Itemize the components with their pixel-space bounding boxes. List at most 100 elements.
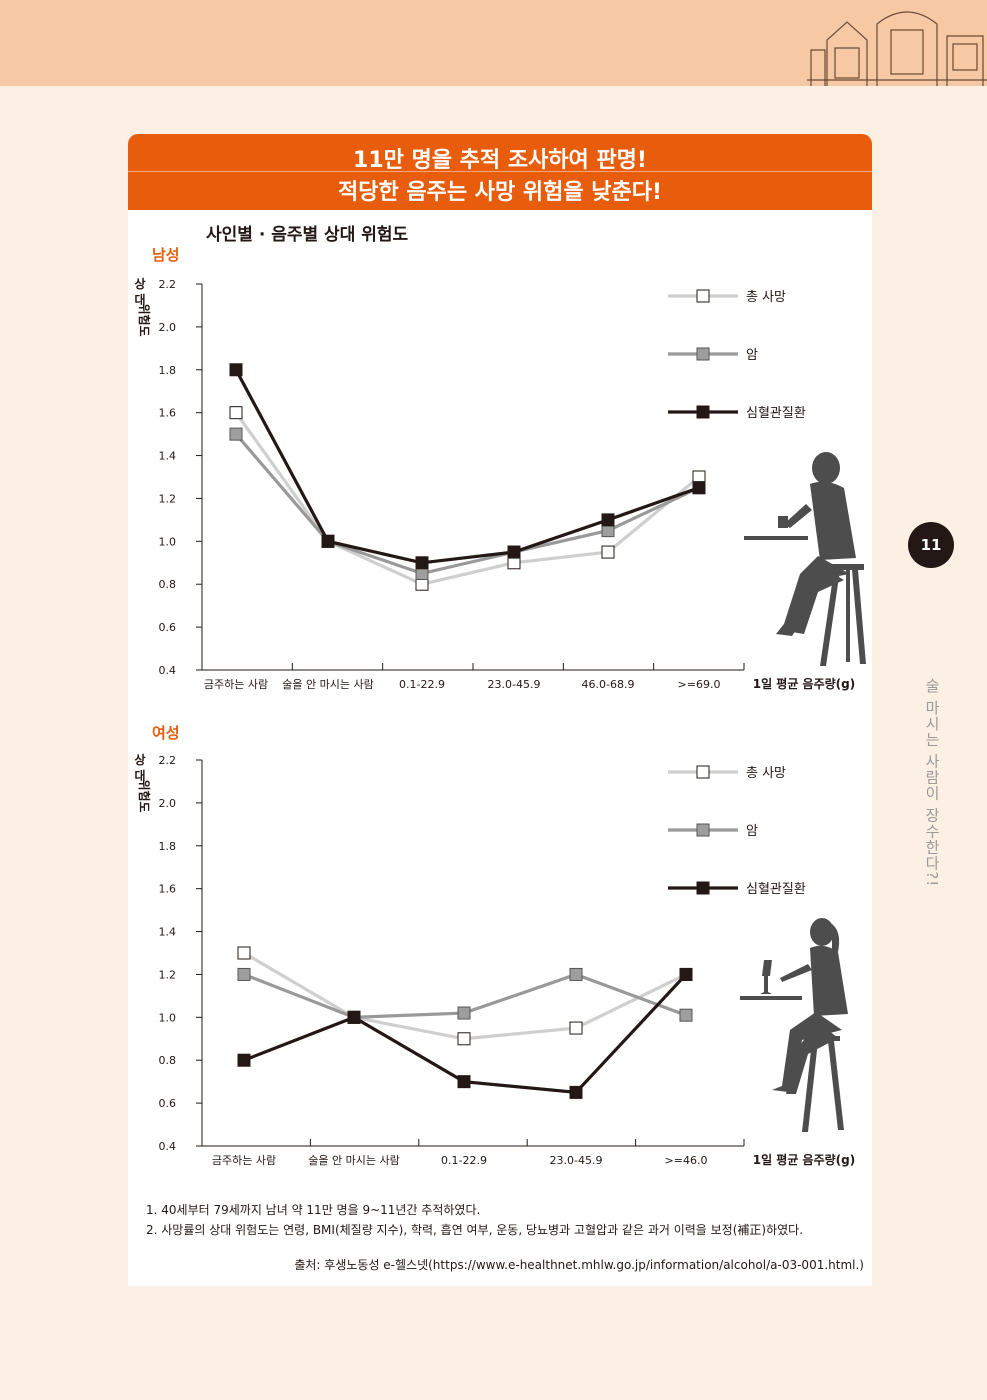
legend-label: 심혈관질환 (746, 406, 806, 421)
woman-sitting-icon (740, 918, 848, 1132)
y-tick-label: 0.8 (159, 578, 177, 591)
legend-label: 총 사망 (746, 766, 786, 781)
series-line-1 (234, 411, 701, 586)
data-point (569, 1085, 583, 1099)
headline-line-2: 적당한 음주는 사망 위험을 낮춘다! (337, 180, 663, 205)
x-tick-label: 금주하는 사람 (212, 1153, 276, 1167)
female-panel-label: 여성 (152, 724, 180, 742)
svg-text:대: 대 (134, 769, 145, 783)
x-axis-label: 1일 평균 음주량(g) (753, 676, 856, 691)
chapter-side-title: 술 마시는 사람이 장수한다?! (923, 678, 941, 888)
x-axis-label: 1일 평균 음주량(g) (753, 1152, 856, 1167)
svg-text:위험도: 위험도 (137, 303, 152, 336)
data-point (415, 567, 429, 580)
headline-line-1: 11만 명을 추적 조사하여 판명! (353, 148, 647, 173)
data-point (692, 481, 706, 495)
y-tick-label: 1.2 (159, 968, 177, 981)
man-sitting-icon (744, 452, 866, 666)
data-point (229, 363, 243, 377)
y-tick-label: 1.0 (159, 1011, 177, 1024)
y-tick-label: 1.6 (159, 407, 177, 420)
y-axis-label: 상대 위험도 (134, 752, 152, 813)
x-tick-label: >=69.0 (678, 678, 721, 691)
y-tick-label: 1.0 (159, 535, 177, 548)
svg-text:상: 상 (134, 752, 145, 767)
x-tick-label: 0.1-22.9 (399, 678, 445, 691)
data-point (457, 1032, 471, 1046)
x-tick-label: 술을 안 마시는 사람 (308, 1154, 399, 1167)
y-tick-label: 1.6 (159, 883, 177, 896)
footnotes: 1. 40세부터 79세까지 남녀 약 11만 명을 9~11년간 추적하였다.… (146, 1200, 803, 1240)
y-tick-label: 0.6 (159, 1097, 177, 1110)
male-risk-chart: 0.4 0.6 0.8 1.0 1.2 1.4 1.6 1.8 2.0 2.2 상대 위험도금주하는… (134, 276, 856, 691)
data-point (601, 524, 615, 538)
data-point (601, 513, 615, 527)
series-line-2 (234, 433, 700, 576)
y-tick-label: 1.8 (159, 364, 177, 377)
y-tick-label: 1.4 (159, 926, 177, 939)
legend-label: 암 (746, 348, 758, 363)
data-point (321, 534, 335, 548)
data-point (237, 1053, 251, 1067)
y-tick-label: 0.8 (159, 1054, 177, 1067)
data-point (457, 1006, 471, 1020)
page-number-badge: 11 (908, 522, 954, 568)
y-tick-label: 0.4 (159, 1140, 177, 1153)
y-tick-label: 2.2 (159, 278, 177, 291)
data-point (507, 545, 521, 559)
building-illustration (807, 11, 987, 86)
chart-title: 사인별 · 음주별 상대 위험도 (206, 225, 409, 245)
y-tick-label: 0.4 (159, 664, 177, 677)
source-citation: 출처: 후생노동성 e-헬스넷(https://www.e-healthnet.… (294, 1258, 864, 1272)
data-point (229, 406, 243, 420)
footnote-1: 1. 40세부터 79세까지 남녀 약 11만 명을 9~11년간 추적하였다. (146, 1203, 481, 1217)
footnote-2: 2. 사망률의 상대 위험도는 연령, BMI(체질량 지수), 학력, 흡연 … (146, 1223, 804, 1237)
legend-entry-2: 암 (668, 347, 758, 363)
data-point (237, 946, 251, 960)
data-point (237, 967, 251, 981)
y-tick-label: 2.0 (159, 321, 177, 334)
content-panel: 11만 명을 추적 조사하여 판명! 적당한 음주는 사망 위험을 낮춘다! 사… (128, 134, 872, 1286)
data-point (569, 1021, 583, 1035)
female-risk-chart: 0.4 0.6 0.8 1.0 1.2 1.4 1.6 1.8 2.0 2.2 상대 위험도금주하는… (134, 752, 856, 1167)
x-tick-label: 금주하는 사람 (204, 677, 268, 691)
y-tick-label: 2.2 (159, 754, 177, 767)
x-tick-label: 술을 안 마시는 사람 (282, 678, 373, 691)
data-point (347, 1010, 361, 1024)
data-point (679, 1008, 693, 1022)
male-panel-label: 남성 (152, 246, 180, 264)
svg-text:대: 대 (134, 293, 145, 307)
data-point (601, 545, 615, 559)
data-point (692, 470, 706, 484)
legend-label: 암 (746, 824, 758, 839)
svg-text:상: 상 (134, 276, 145, 291)
header-band (0, 0, 987, 86)
data-point (415, 577, 429, 591)
y-tick-label: 1.8 (159, 840, 177, 853)
data-point (457, 1075, 471, 1089)
legend-entry-1: 총 사망 (668, 765, 786, 781)
x-tick-label: 23.0-45.9 (488, 678, 541, 691)
data-point (507, 556, 521, 570)
legend-label: 심혈관질환 (746, 882, 806, 897)
headline-banner: 11만 명을 추적 조사하여 판명! 적당한 음주는 사망 위험을 낮춘다! (128, 134, 872, 210)
legend-entry-2: 암 (668, 823, 758, 839)
y-tick-label: 1.4 (159, 450, 177, 463)
series-line-1 (243, 951, 687, 1041)
legend-entry-1: 총 사망 (668, 289, 786, 305)
legend-entry-3: 심혈관질환 (668, 881, 806, 897)
y-tick-label: 0.6 (159, 621, 177, 634)
data-point (569, 967, 583, 981)
y-tick-label: 2.0 (159, 797, 177, 810)
series-line-3 (234, 369, 700, 565)
x-tick-label: 46.0-68.9 (582, 678, 635, 691)
legend-label: 총 사망 (746, 290, 786, 305)
data-point (679, 967, 693, 981)
data-point (229, 427, 243, 441)
svg-text:위험도: 위험도 (137, 779, 152, 812)
y-tick-label: 1.2 (159, 492, 177, 505)
y-axis-label: 상대 위험도 (134, 276, 152, 337)
data-point (415, 556, 429, 570)
legend-entry-3: 심혈관질환 (668, 405, 806, 421)
x-tick-label: >=46.0 (665, 1154, 708, 1167)
